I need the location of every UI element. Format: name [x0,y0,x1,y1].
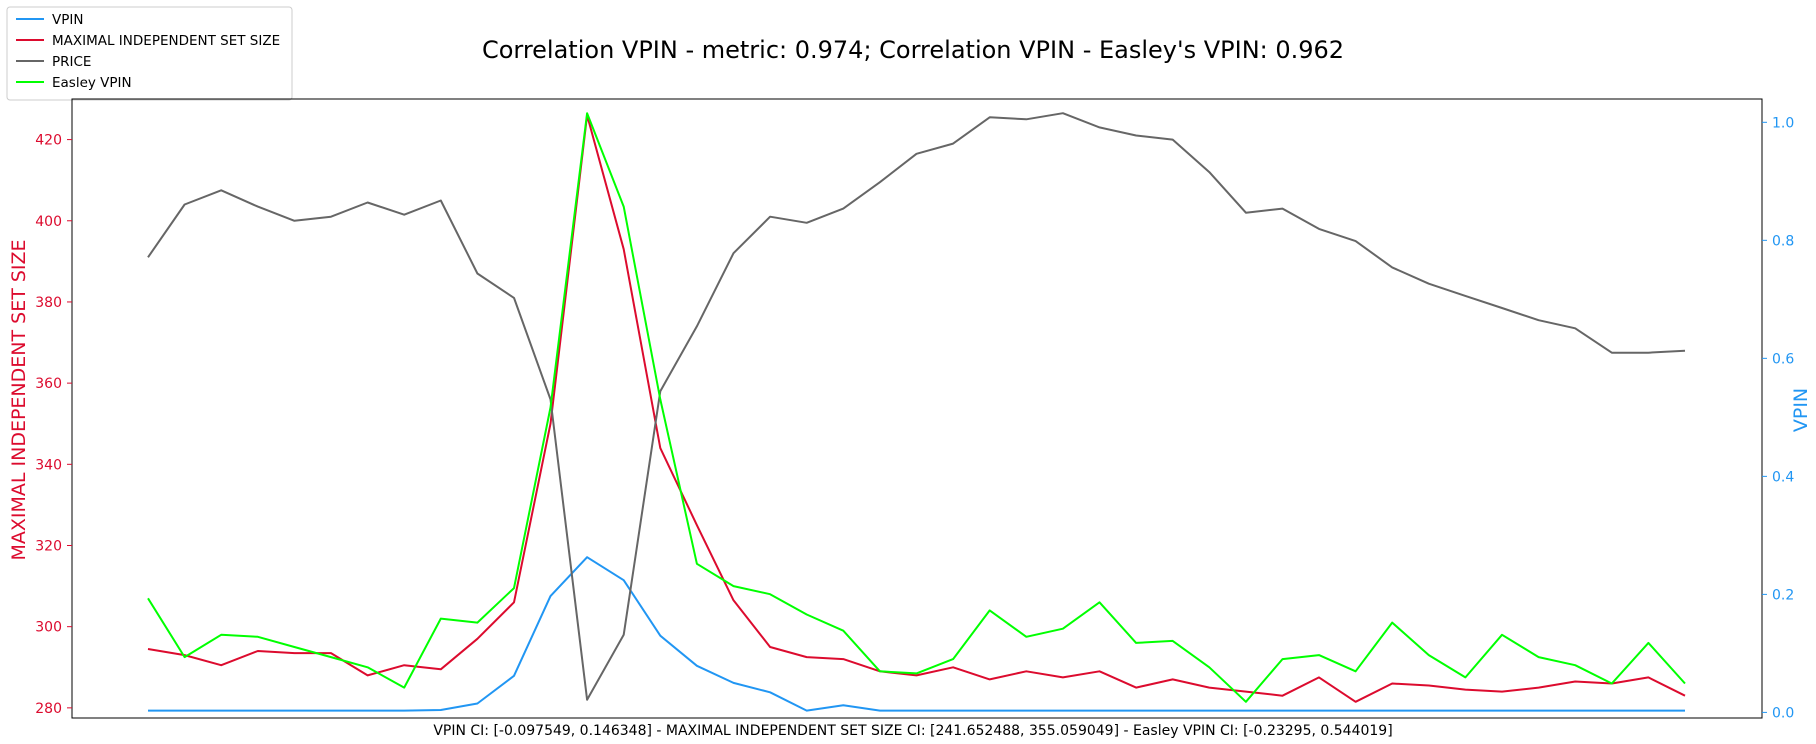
right-tick-label: 0.6 [1772,351,1794,367]
y-axis-label-right: VPIN [1790,388,1812,432]
legend: VPIN MAXIMAL INDEPENDENT SET SIZE PRICE Eas… [6,6,293,101]
right-tick-label: 0.0 [1772,705,1794,721]
right-tick-label: 1.0 [1772,115,1794,131]
left-tick-label: 400 [35,214,62,230]
legend-label: Easley VPIN [52,75,132,91]
legend-label: VPIN [52,12,83,28]
legend-box [6,6,293,101]
left-tick-label: 280 [35,701,62,717]
chart-footer: VPIN CI: [-0.097549, 0.146348] - MAXIMAL… [433,723,1392,739]
chart-title: Correlation VPIN - metric: 0.974; Correl… [482,36,1344,64]
left-tick-label: 300 [35,620,62,636]
right-tick-label: 0.8 [1772,233,1794,249]
left-tick-label: 320 [35,538,62,554]
legend-label: PRICE [52,54,91,70]
series-line-price [147,112,1686,701]
left-tick-label: 360 [35,376,62,392]
series-line-maximal-independent-set-size [147,114,1686,703]
left-axis: 280 300 320 340 360 380 400 420 [35,133,72,717]
left-tick-label: 340 [35,457,62,473]
legend-label: MAXIMAL INDEPENDENT SET SIZE [52,33,280,49]
plot-frame [71,98,1763,719]
right-tick-label: 0.2 [1772,587,1794,603]
y-axis-label-left: MAXIMAL INDEPENDENT SET SIZE [8,239,30,560]
right-axis: 0.0 0.2 0.4 0.6 0.8 1.0 [1762,115,1794,721]
left-tick-label: 420 [35,133,62,149]
right-tick-label: 0.4 [1772,469,1794,485]
series-line-vpin [148,556,1685,712]
series-line-easley-vpin [147,112,1686,703]
left-tick-label: 380 [35,295,62,311]
plot-area [71,98,1763,719]
